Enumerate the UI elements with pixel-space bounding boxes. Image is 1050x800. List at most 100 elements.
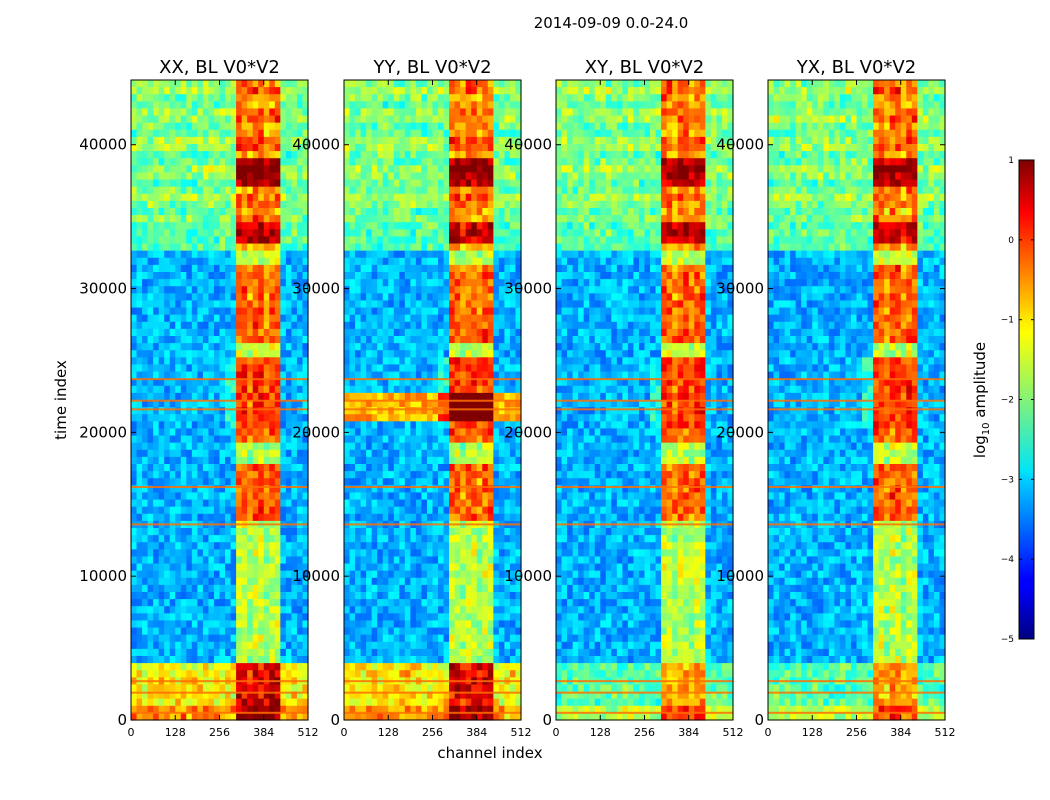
heatmap-cell bbox=[393, 208, 400, 216]
heatmap-cell bbox=[509, 414, 517, 422]
heatmap-cell bbox=[169, 257, 176, 266]
heatmap-cell bbox=[393, 499, 400, 508]
heatmap-cell bbox=[258, 122, 265, 131]
heatmap-cell bbox=[285, 471, 293, 479]
heatmap-cell bbox=[382, 151, 389, 159]
heatmap-cell bbox=[421, 151, 428, 159]
heatmap-cell bbox=[388, 129, 395, 138]
heatmap-cell bbox=[393, 428, 400, 437]
heatmap-cell bbox=[360, 357, 367, 366]
heatmap-cell bbox=[509, 243, 517, 252]
heatmap-cell bbox=[219, 634, 226, 643]
heatmap-cell bbox=[280, 684, 287, 693]
heatmap-cell bbox=[191, 449, 198, 458]
heatmap-cell bbox=[280, 613, 287, 622]
heatmap-cell bbox=[213, 528, 221, 536]
heatmap-cell bbox=[219, 513, 226, 522]
heatmap-cell bbox=[230, 272, 237, 280]
heatmap-cell bbox=[247, 577, 254, 586]
heatmap-cell bbox=[247, 286, 254, 294]
heatmap-cell bbox=[285, 378, 293, 387]
heatmap-cell bbox=[241, 442, 248, 451]
heatmap-cell bbox=[366, 236, 373, 245]
heatmap-cell bbox=[225, 599, 232, 607]
heatmap-cell bbox=[164, 87, 171, 95]
heatmap-cell bbox=[454, 87, 461, 95]
heatmap-cell bbox=[191, 485, 198, 494]
heatmap-cell bbox=[247, 229, 254, 238]
heatmap-cell bbox=[164, 122, 171, 131]
heatmap-cell bbox=[191, 698, 198, 707]
heatmap-cell bbox=[443, 172, 450, 181]
heatmap-cell bbox=[158, 286, 165, 294]
heatmap-cell bbox=[136, 442, 143, 451]
heatmap-cell bbox=[509, 421, 517, 430]
heatmap-cell bbox=[269, 627, 276, 636]
heatmap-cell bbox=[421, 129, 428, 138]
heatmap-cell bbox=[225, 343, 232, 351]
heatmap-cell bbox=[349, 272, 356, 280]
heatmap-cell bbox=[142, 506, 149, 515]
heatmap-cell bbox=[180, 492, 187, 501]
heatmap-cell bbox=[360, 364, 367, 373]
heatmap-cell bbox=[426, 108, 434, 117]
heatmap-cell bbox=[454, 321, 461, 330]
heatmap-cell bbox=[393, 385, 400, 394]
heatmap-cell bbox=[432, 428, 439, 437]
heatmap-cell bbox=[443, 222, 450, 230]
heatmap-cell bbox=[219, 307, 226, 316]
heatmap-cell bbox=[482, 208, 489, 216]
heatmap-cell bbox=[158, 414, 165, 422]
heatmap-cell bbox=[410, 513, 417, 522]
heatmap-cell bbox=[186, 293, 193, 302]
heatmap-cell bbox=[449, 300, 456, 309]
heatmap-cell bbox=[202, 528, 210, 536]
heatmap-cell bbox=[236, 712, 243, 721]
heatmap-cell bbox=[230, 350, 237, 358]
heatmap-cell bbox=[263, 414, 270, 422]
heatmap-cell bbox=[131, 243, 138, 252]
heatmap-cell bbox=[147, 129, 154, 138]
heatmap-cell bbox=[136, 328, 143, 337]
heatmap-cell bbox=[449, 87, 456, 95]
heatmap-cell bbox=[164, 506, 171, 515]
heatmap-cell bbox=[415, 378, 423, 387]
heatmap-cell bbox=[460, 179, 467, 188]
heatmap-cell bbox=[438, 357, 445, 366]
heatmap-cell bbox=[291, 122, 298, 131]
heatmap-cell bbox=[274, 698, 281, 707]
heatmap-cell bbox=[449, 357, 456, 366]
heatmap-cell bbox=[175, 371, 182, 380]
heatmap-cell bbox=[443, 385, 450, 394]
heatmap-cell bbox=[415, 243, 423, 252]
heatmap-cell bbox=[164, 634, 171, 643]
heatmap-cell bbox=[371, 464, 378, 472]
heatmap-cell bbox=[291, 641, 298, 650]
heatmap-cell bbox=[247, 691, 254, 700]
heatmap-cell bbox=[460, 215, 467, 223]
heatmap-cell bbox=[285, 656, 293, 664]
heatmap-cell bbox=[208, 300, 215, 309]
heatmap-cell bbox=[241, 115, 248, 124]
heatmap-cell bbox=[169, 229, 176, 238]
heatmap-cell bbox=[263, 151, 270, 159]
heatmap-cell bbox=[186, 286, 193, 294]
heatmap-cell bbox=[175, 606, 182, 614]
heatmap-cell bbox=[509, 364, 517, 373]
heatmap-cell bbox=[415, 442, 423, 451]
heatmap-cell bbox=[388, 485, 395, 494]
heatmap-cell bbox=[471, 428, 478, 437]
heatmap-cell bbox=[465, 307, 472, 316]
heatmap-cell bbox=[147, 215, 154, 223]
heatmap-cell bbox=[482, 506, 489, 515]
heatmap-cell bbox=[482, 392, 489, 401]
heatmap-cell bbox=[410, 293, 417, 302]
heatmap-cell bbox=[498, 186, 506, 195]
heatmap-cell bbox=[180, 528, 187, 536]
heatmap-cell bbox=[197, 627, 204, 636]
heatmap-cell bbox=[164, 378, 171, 387]
heatmap-cell bbox=[219, 592, 226, 600]
heatmap-cell bbox=[410, 392, 417, 401]
heatmap-cell bbox=[449, 428, 456, 437]
heatmap-cell bbox=[230, 456, 237, 465]
